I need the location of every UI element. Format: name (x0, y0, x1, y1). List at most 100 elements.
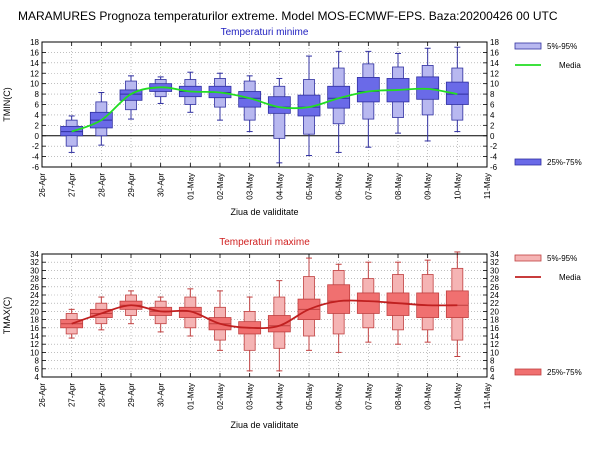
x-tick-label: 05-May (305, 383, 314, 410)
legend-label-median: Media (559, 273, 581, 282)
y-tick-label: 14 (30, 59, 39, 68)
box-06-May (327, 50, 351, 153)
y-tick-label: 6 (35, 365, 40, 374)
legend-label-p25-p75: 25%-75% (547, 158, 582, 167)
y-tick-label: 8 (35, 90, 40, 99)
y-tick-label: 8 (35, 357, 40, 366)
y-tick-label-right: 32 (490, 258, 499, 267)
x-tick-label: 06-May (335, 383, 344, 410)
y-tick-label: 12 (30, 69, 39, 78)
y-tick-label-right: 16 (490, 324, 499, 333)
legend-swatch-p25-p75 (514, 158, 542, 166)
box-p25-p75 (356, 77, 380, 103)
y-tick-label-right: 8 (490, 90, 495, 99)
x-tick-label: 26-Apr (38, 173, 47, 197)
x-tick-label: 10-May (453, 173, 462, 200)
x-tick-label: 06-May (335, 173, 344, 200)
x-tick-label: 04-May (275, 383, 284, 410)
legend-label-p25-p75: 25%-75% (547, 368, 582, 377)
y-tick-label: 22 (30, 299, 39, 308)
panel-title: Temperaturi minime (221, 27, 309, 38)
y-tick-label-right: 6 (490, 101, 495, 110)
y-axis-title: TMIN(C) (2, 87, 12, 122)
x-tick-label: 01-May (186, 383, 195, 410)
y-tick-label: -2 (32, 142, 40, 151)
y-tick-label: 20 (30, 307, 39, 316)
y-tick-label-right: 14 (490, 332, 499, 341)
box-01-May (178, 288, 202, 337)
y-tick-label: 0 (35, 132, 40, 141)
box-p25-p75 (327, 85, 351, 109)
box-10-May (445, 251, 469, 357)
y-tick-label-right: 30 (490, 266, 499, 275)
y-tick-label-right: 12 (490, 340, 499, 349)
x-tick-label: 29-Apr (127, 173, 136, 197)
x-tick-label: 11-May (483, 383, 492, 409)
x-tick-label: 07-May (364, 383, 373, 410)
y-tick-label-right: 16 (490, 48, 499, 57)
x-tick-label: 03-May (246, 173, 255, 200)
box-05-May (297, 257, 321, 351)
y-tick-label: 24 (30, 291, 39, 300)
y-tick-label: 10 (30, 348, 39, 357)
x-tick-label: 27-Apr (68, 383, 77, 407)
y-tick-label: 2 (35, 121, 40, 130)
y-tick-label-right: 6 (490, 365, 495, 374)
y-tick-label: -4 (32, 153, 40, 162)
box-09-May (416, 259, 440, 343)
y-tick-label-right: 2 (490, 121, 495, 130)
y-tick-label-right: 4 (490, 373, 495, 382)
y-tick-label: 32 (30, 258, 39, 267)
x-tick-label: 26-Apr (38, 383, 47, 407)
y-tick-label: 12 (30, 340, 39, 349)
y-tick-label-right: 12 (490, 69, 499, 78)
y-tick-label-right: -6 (490, 163, 498, 172)
y-axis-title: TMAX(C) (2, 297, 12, 335)
y-tick-label-right: 0 (490, 132, 495, 141)
median-series-line (71, 299, 458, 330)
y-tick-label: 6 (35, 101, 40, 110)
box-p25-p75 (238, 91, 262, 108)
y-tick-label: 28 (30, 275, 39, 284)
legend-label-median: Media (559, 61, 581, 70)
y-tick-label-right: 10 (490, 80, 499, 89)
x-tick-label: 27-Apr (68, 173, 77, 197)
x-tick-label: 11-May (483, 173, 492, 199)
y-tick-label: -6 (32, 163, 40, 172)
y-tick-label-right: 8 (490, 357, 495, 366)
box-30-Apr (149, 76, 173, 104)
y-tick-label-right: 14 (490, 59, 499, 68)
x-tick-label: 28-Apr (97, 383, 106, 407)
legend-swatch-p5-p95 (514, 42, 542, 50)
x-tick-label: 30-Apr (157, 173, 166, 197)
y-tick-label-right: 26 (490, 283, 499, 292)
box-03-May (238, 296, 262, 372)
box-29-Apr (119, 75, 143, 120)
y-tick-label-right: 10 (490, 348, 499, 357)
box-27-Apr (60, 115, 84, 153)
box-p25-p75 (267, 315, 291, 333)
y-tick-label-right: -2 (490, 142, 498, 151)
y-tick-label: 14 (30, 332, 39, 341)
y-tick-label-right: 34 (490, 250, 499, 259)
box-30-Apr (149, 296, 173, 333)
box-07-May (356, 50, 380, 148)
panel-title: Temperaturi maxime (219, 237, 310, 248)
y-tick-label-right: 18 (490, 316, 499, 325)
y-tick-label: 26 (30, 283, 39, 292)
y-tick-label: 16 (30, 48, 39, 57)
x-tick-label: 07-May (364, 173, 373, 200)
y-tick-label: 30 (30, 266, 39, 275)
y-tick-label: 4 (35, 373, 40, 382)
y-tick-label: 16 (30, 324, 39, 333)
x-tick-label: 30-Apr (157, 383, 166, 407)
x-tick-label: 09-May (424, 173, 433, 200)
legend-swatch-p5-p95 (514, 254, 542, 262)
box-06-May (327, 263, 351, 353)
x-tick-label: 09-May (424, 383, 433, 410)
legend-label-p5-p95: 5%-95% (547, 254, 577, 263)
x-axis-title: Ziua de validitate (230, 207, 298, 217)
y-tick-label-right: 20 (490, 307, 499, 316)
